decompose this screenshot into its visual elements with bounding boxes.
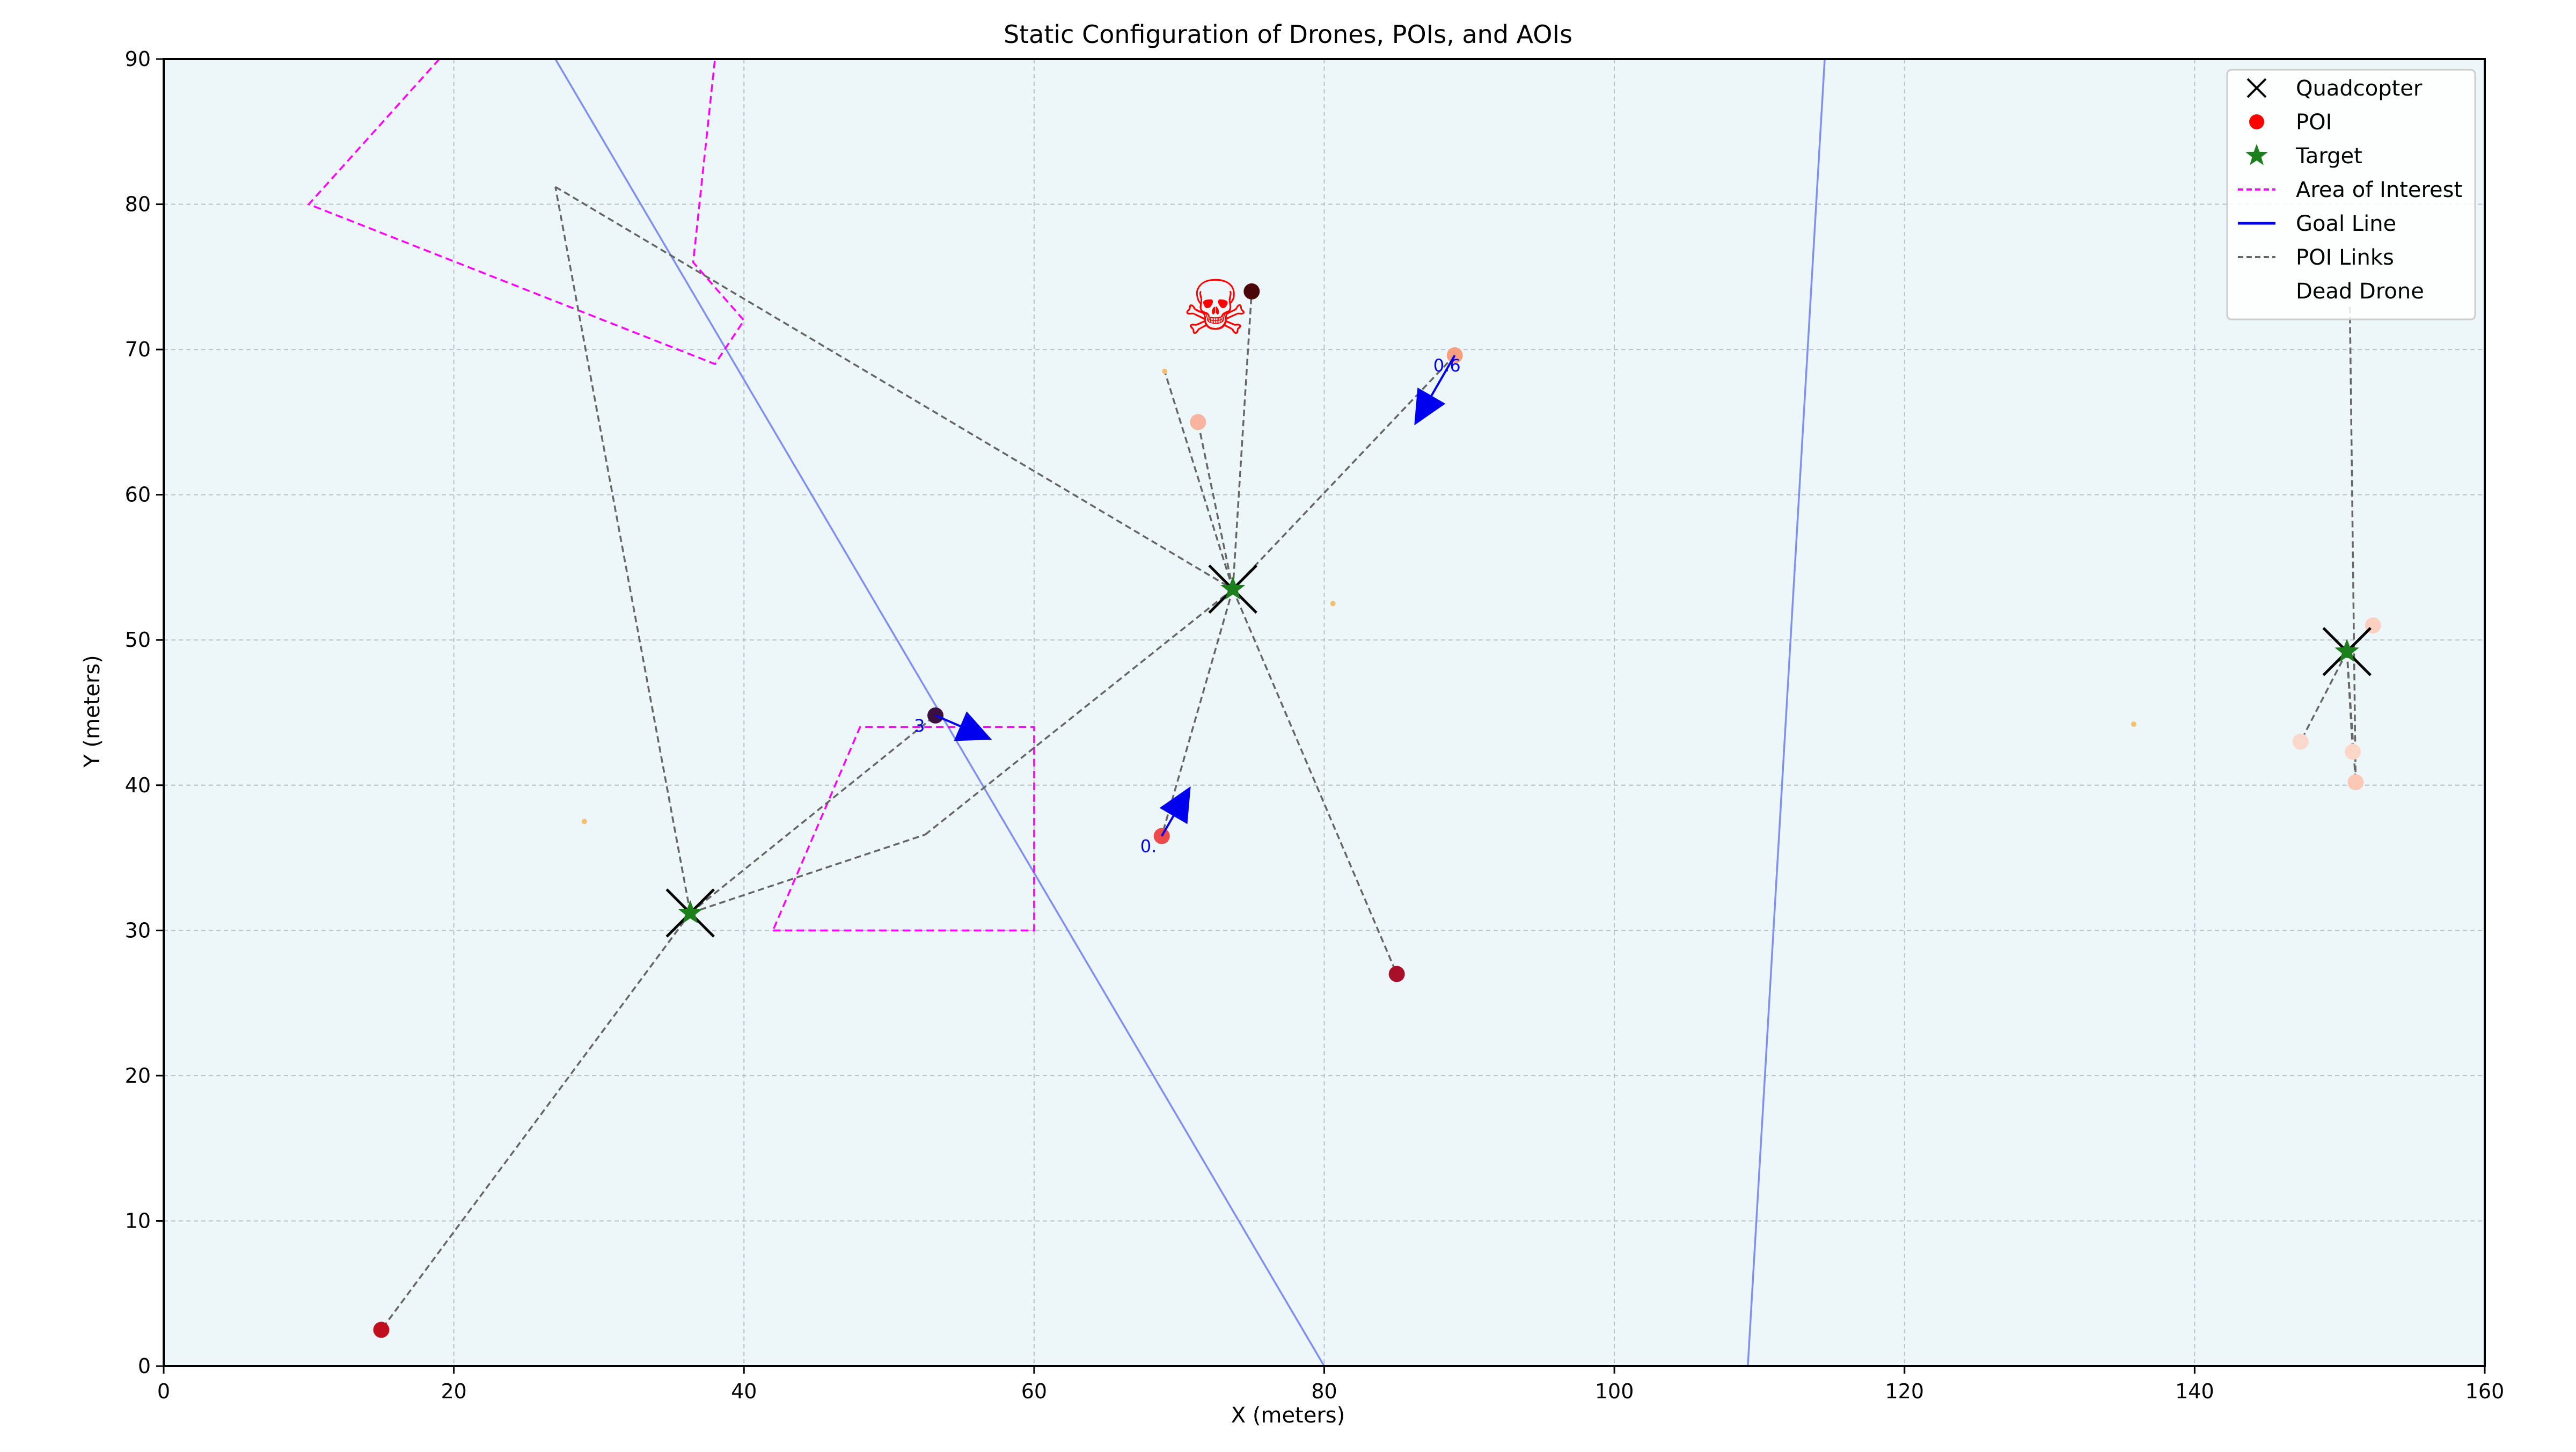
poi-link bbox=[554, 186, 691, 914]
plot-area: 0.6 3 0. ☠ 0 20 40 60 80 100 120 140 160 0 10 20 30 40 50 6… bbox=[125, 47, 2505, 1403]
poi-link bbox=[1232, 291, 1253, 589]
poi-link bbox=[1197, 422, 1234, 589]
legend-label: Quadcopter bbox=[2296, 76, 2423, 101]
x-tick-label: 60 bbox=[1021, 1380, 1047, 1403]
poi-link bbox=[2348, 305, 2357, 783]
legend-label: Goal Line bbox=[2296, 211, 2396, 236]
area-of-interest bbox=[307, 59, 745, 366]
y-tick-label: 0 bbox=[138, 1354, 151, 1378]
x-axis-title: X (meters) bbox=[1231, 1403, 1345, 1428]
velocity-vector-label: 0.6 bbox=[1433, 355, 1461, 376]
x-tick-label: 120 bbox=[1885, 1380, 1924, 1403]
poi-link bbox=[554, 186, 1234, 590]
poi-marker bbox=[2292, 733, 2309, 750]
target-marker bbox=[1220, 576, 1245, 600]
dead-drone-marker: ☠ bbox=[1182, 265, 1249, 352]
poi-link bbox=[1161, 589, 1234, 836]
poi-link bbox=[1163, 371, 1234, 590]
legend-label: POI Links bbox=[2296, 245, 2394, 270]
plot-background bbox=[164, 59, 2485, 1366]
velocity-vector-label: 0. bbox=[1140, 836, 1157, 856]
plot-content: 0.6 3 0. ☠ bbox=[307, 59, 2381, 1366]
y-tick-label: 50 bbox=[125, 628, 151, 652]
poi-link bbox=[925, 588, 1234, 836]
poi-link bbox=[1232, 588, 1398, 975]
y-tick-label: 60 bbox=[125, 483, 151, 507]
legend-label: Area of Interest bbox=[2296, 178, 2462, 202]
legend-label: POI bbox=[2296, 110, 2332, 135]
poi-marker bbox=[1243, 283, 1260, 300]
poi-link bbox=[2300, 651, 2348, 742]
x-tick-label: 20 bbox=[441, 1380, 466, 1403]
legend-poi-symbol bbox=[2249, 114, 2264, 129]
velocity-vector-label: 3 bbox=[914, 716, 925, 736]
goal-line bbox=[1747, 59, 1826, 1366]
y-axis-title: Y (meters) bbox=[80, 655, 105, 768]
legend: Quadcopter POI Target Area of Interest Goal … bbox=[2226, 69, 2476, 320]
poi-link bbox=[380, 912, 691, 1331]
poi-marker bbox=[1388, 966, 1405, 982]
y-tick-label: 40 bbox=[125, 774, 151, 797]
y-tick-label: 80 bbox=[125, 193, 151, 216]
area-of-interest bbox=[772, 726, 1035, 932]
poi-marker bbox=[2347, 774, 2364, 791]
faint-poi-marker bbox=[1330, 601, 1336, 607]
velocity-vector-head bbox=[1159, 786, 1191, 824]
legend-quadcopter-symbol bbox=[2246, 78, 2267, 98]
legend-box bbox=[2226, 69, 2476, 320]
poi-marker bbox=[373, 1322, 390, 1338]
target-marker bbox=[2334, 638, 2359, 662]
legend-label: Target bbox=[2295, 144, 2362, 169]
poi-link bbox=[2346, 651, 2357, 783]
y-tick-label: 90 bbox=[125, 47, 151, 71]
target-marker bbox=[678, 900, 703, 924]
chart-title: Static Configuration of Drones, POIs, an… bbox=[1004, 20, 1572, 49]
poi-link bbox=[690, 834, 926, 914]
x-tick-label: 80 bbox=[1311, 1380, 1337, 1403]
y-tick-label: 30 bbox=[125, 918, 151, 942]
y-tick-label: 10 bbox=[125, 1209, 151, 1232]
faint-poi-marker bbox=[581, 819, 587, 824]
x-tick-label: 0 bbox=[157, 1380, 170, 1403]
x-tick-label: 100 bbox=[1595, 1380, 1634, 1403]
x-tick-label: 140 bbox=[2175, 1380, 2214, 1403]
poi-marker bbox=[2345, 743, 2361, 760]
faint-poi-marker bbox=[1162, 368, 1168, 374]
y-tick-label: 70 bbox=[125, 338, 151, 361]
legend-label: Dead Drone bbox=[2296, 279, 2424, 304]
x-tick-label: 160 bbox=[2465, 1380, 2505, 1403]
legend-target-symbol bbox=[2245, 144, 2268, 165]
velocity-vector-head bbox=[954, 711, 992, 741]
x-tick-label: 40 bbox=[731, 1380, 757, 1403]
velocity-vector-head bbox=[1414, 388, 1446, 426]
poi-marker bbox=[1190, 414, 1206, 431]
y-tick-label: 20 bbox=[125, 1064, 151, 1088]
poi-link bbox=[690, 714, 936, 914]
faint-poi-marker bbox=[2131, 721, 2136, 727]
